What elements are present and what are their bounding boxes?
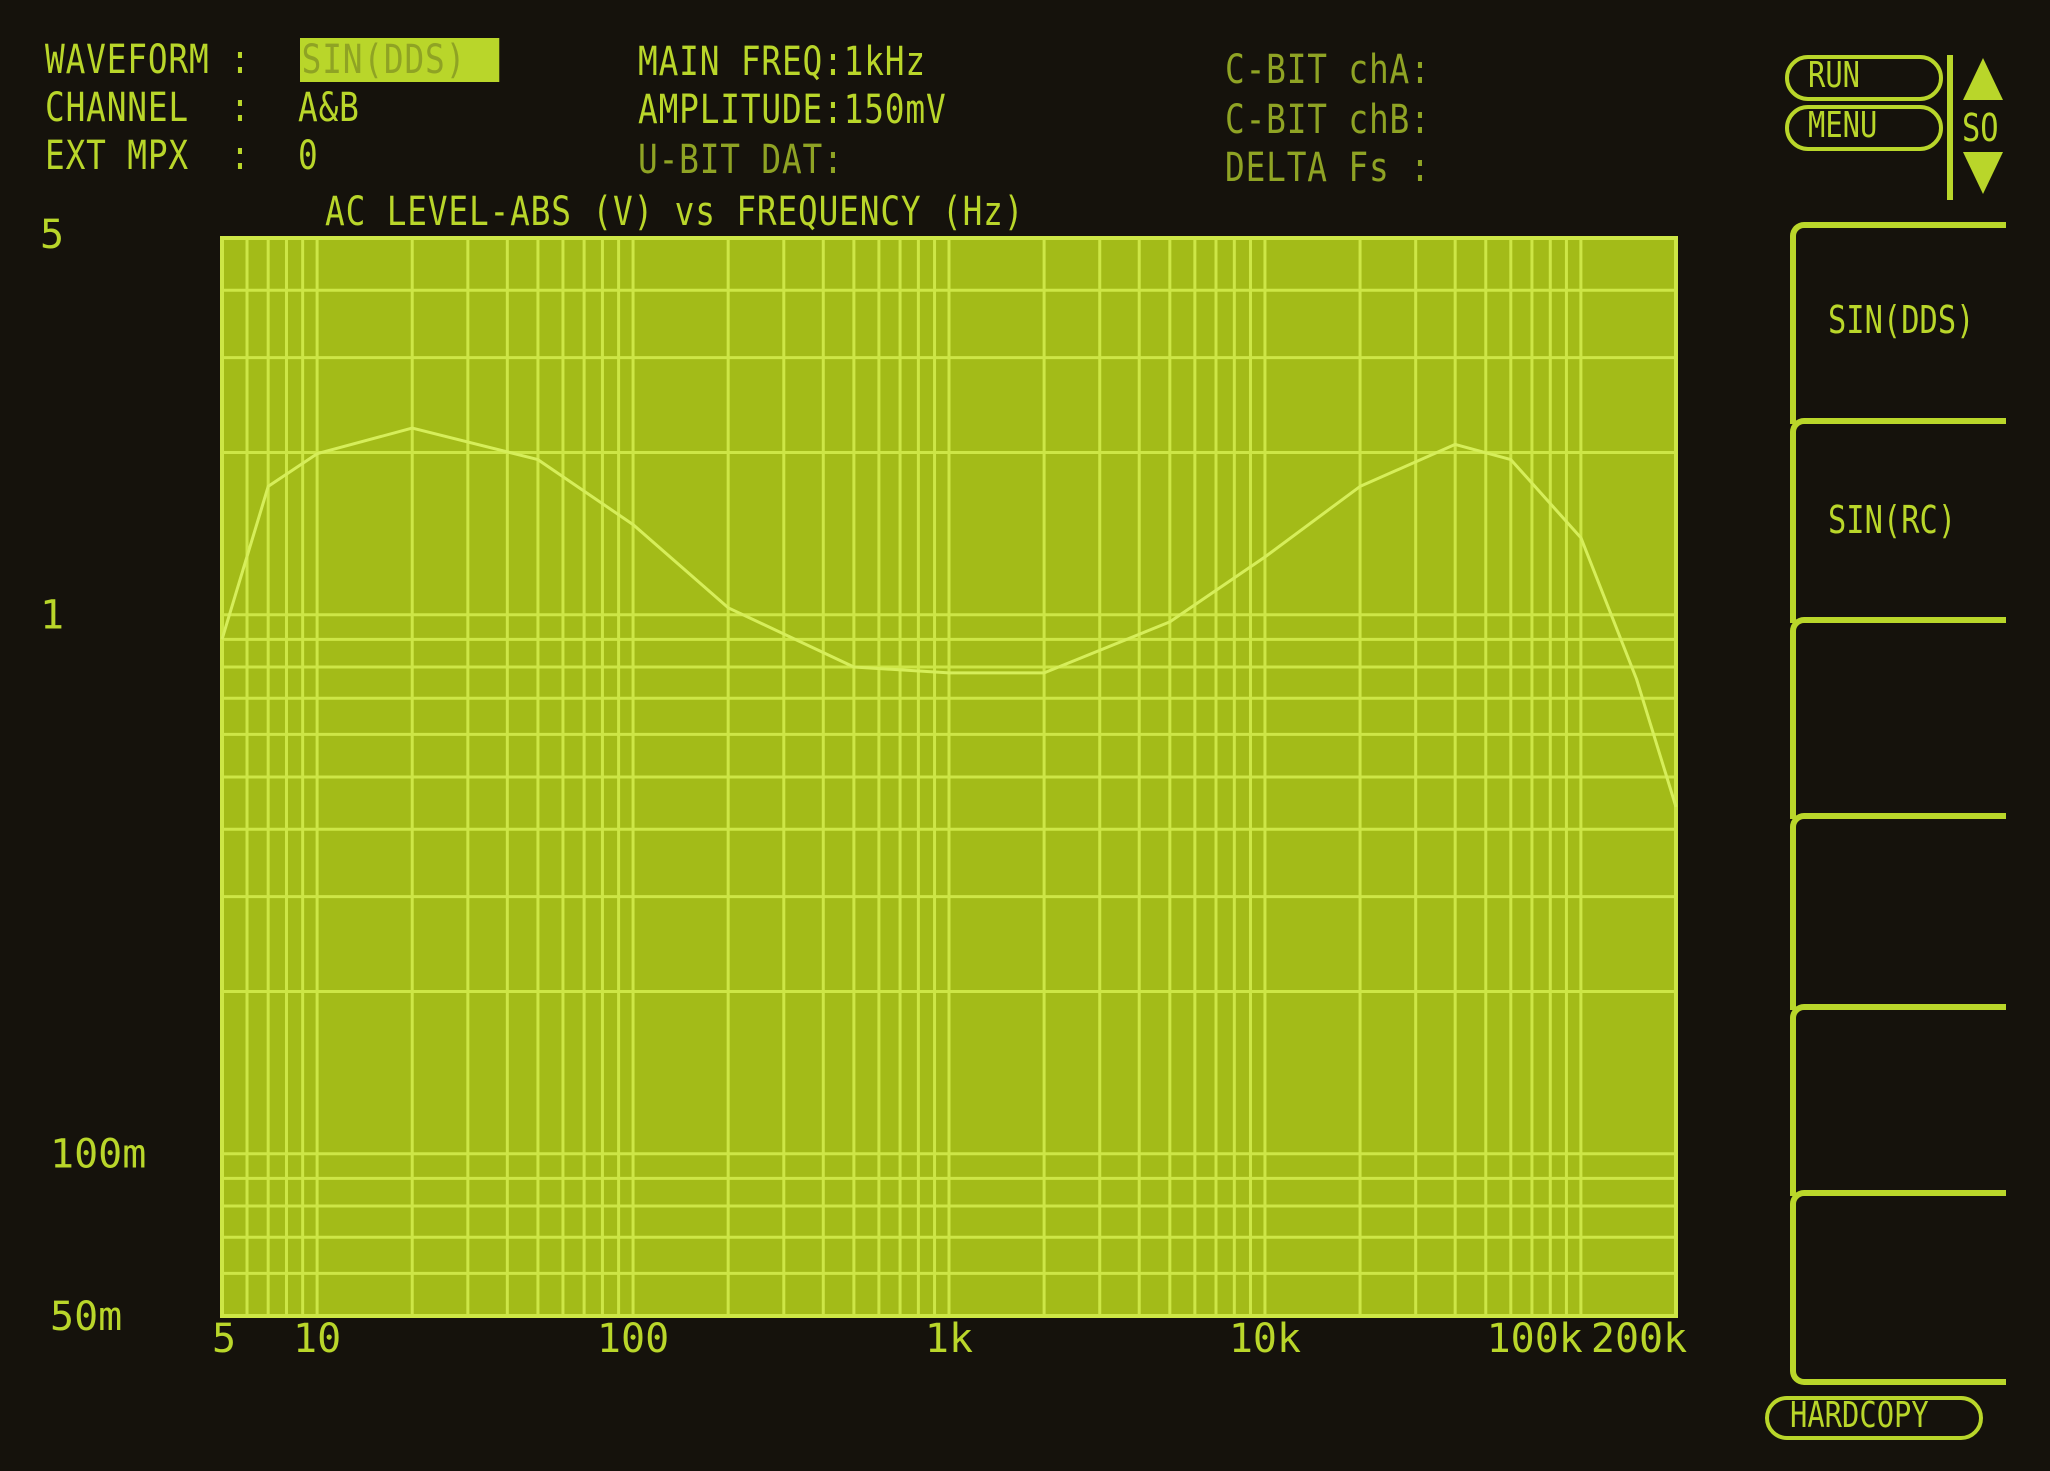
softkey-5[interactable] [1790,1004,2006,1196]
ext-mpx-value[interactable]: 0 [298,133,319,179]
channel-value[interactable]: A&B [298,85,360,131]
channel-label: CHANNEL : [45,85,251,131]
y-tick-label: 1 [40,593,64,639]
divider [1947,55,1953,200]
softkey-2[interactable] [1790,418,2006,623]
softkey-4[interactable] [1790,813,2006,1010]
hardcopy-label: HARDCOPY [1790,1395,1929,1436]
ext-mpx-label: EXT MPX : [45,133,251,179]
softkey-1[interactable] [1790,222,2006,424]
amplitude: AMPLITUDE:150mV [638,87,947,133]
softkey-6[interactable] [1790,1190,2006,1385]
delta-fs: DELTA Fs : [1225,145,1431,191]
softkey-3[interactable] [1790,617,2006,819]
chart-title: AC LEVEL-ABS (V) vs FREQUENCY (Hz) [325,189,1025,235]
run-button[interactable] [1785,55,1943,101]
u-bit-dat: U-BIT DAT: [638,137,844,183]
scroll-label: SO [1962,106,1999,150]
x-tick-label: 100 [597,1316,669,1362]
softkey-1-label: SIN(DDS) [1828,298,1975,342]
run-label: RUN [1808,55,1861,96]
plot-border [220,236,1678,1318]
x-tick-label: 10 [293,1316,341,1362]
c-bit-chb: C-BIT chB: [1225,97,1431,143]
x-tick-label: 10k [1229,1316,1301,1362]
hardcopy-button[interactable] [1765,1396,1983,1440]
c-bit-cha: C-BIT chA: [1225,47,1431,93]
y-tick-label: 100m [50,1132,146,1178]
x-tick-label: 1k [925,1316,973,1362]
series-line [220,426,1678,808]
scroll-down-icon[interactable] [1963,152,2003,194]
main-freq: MAIN FREQ:1kHz [638,39,926,85]
waveform-value[interactable]: SIN(DDS) [300,38,499,82]
scroll-up-icon[interactable] [1963,58,2003,100]
y-tick-label: 50m [50,1294,122,1340]
menu-button[interactable] [1785,105,1943,151]
y-tick-label: 5 [40,212,64,258]
waveform-label: WAVEFORM : [45,37,251,83]
menu-label: MENU [1808,105,1878,146]
x-tick-label: 5 [212,1316,236,1362]
x-tick-label: 100k [1487,1316,1583,1362]
x-tick-label: 200k [1591,1316,1687,1362]
softkey-2-label: SIN(RC) [1828,498,1957,542]
